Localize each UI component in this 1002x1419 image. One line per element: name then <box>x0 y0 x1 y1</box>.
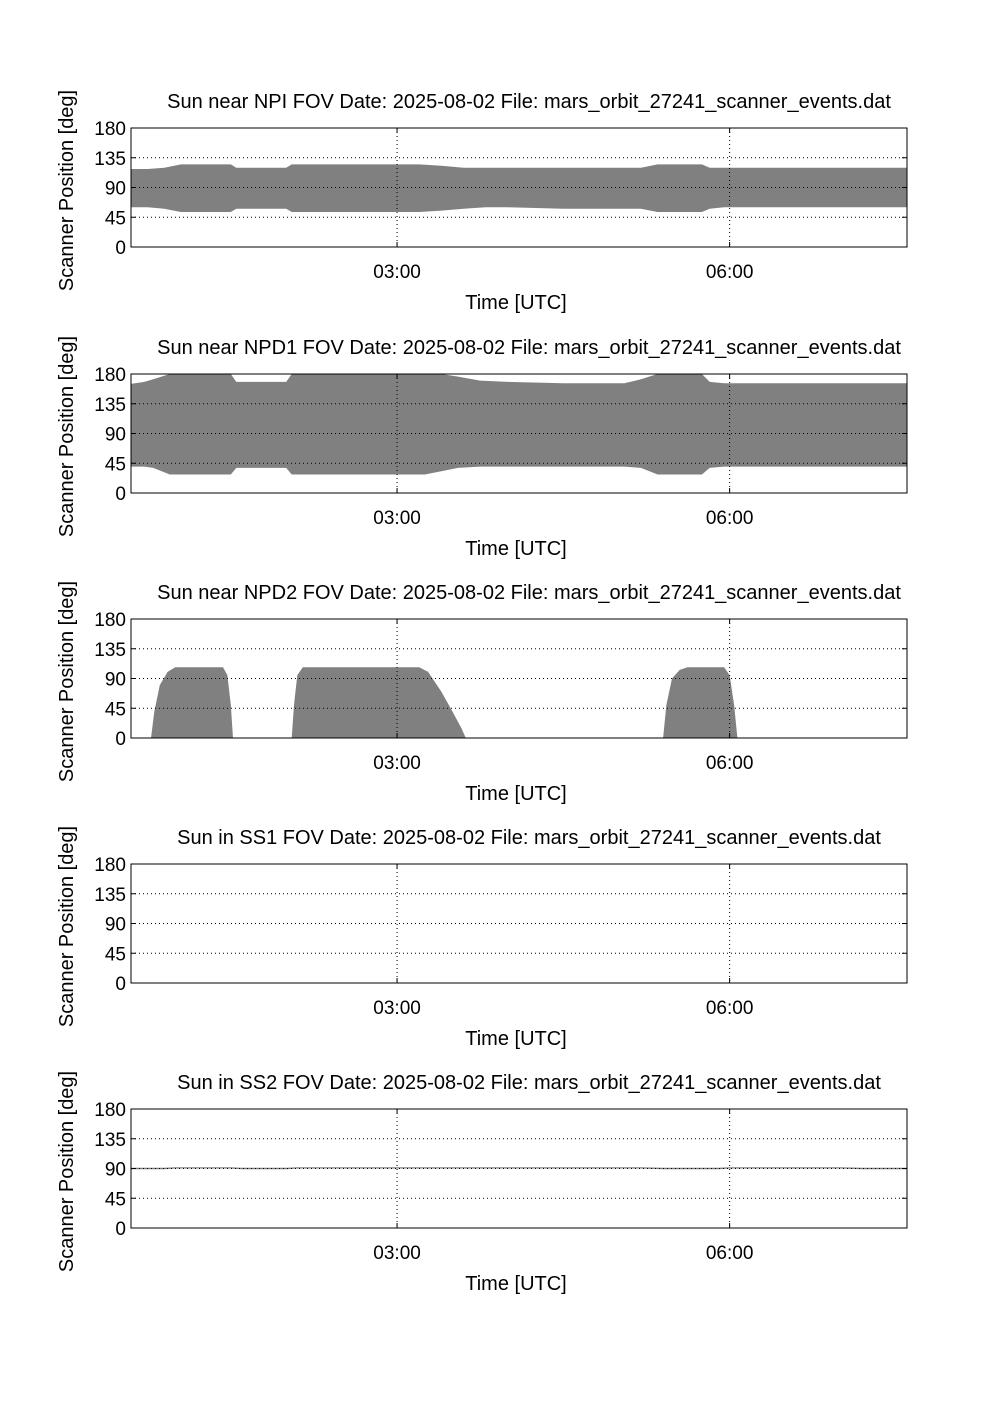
y-tick-label: 135 <box>94 640 126 661</box>
y-tick-label: 0 <box>115 238 126 259</box>
y-tick-label: 90 <box>105 915 126 936</box>
subplot-2: Sun near NPD1 FOV Date: 2025-08-02 File:… <box>56 336 908 560</box>
coverage-band <box>131 164 907 212</box>
subplot-1: Sun near NPI FOV Date: 2025-08-02 File: … <box>56 90 908 314</box>
y-tick-label: 180 <box>94 1100 126 1121</box>
coverage-band <box>663 667 738 738</box>
x-axis-label: Time [UTC] <box>465 1273 566 1295</box>
y-tick-label: 45 <box>105 944 126 965</box>
y-axis-label: Scanner Position [deg] <box>56 826 78 1027</box>
y-tick-label: 0 <box>115 484 126 505</box>
subplot-5: Sun in SS2 FOV Date: 2025-08-02 File: ma… <box>56 1071 908 1295</box>
y-axis-label: Scanner Position [deg] <box>56 1071 78 1272</box>
subplot-title: Sun near NPI FOV Date: 2025-08-02 File: … <box>167 91 891 113</box>
y-tick-label: 135 <box>94 1130 126 1151</box>
y-tick-label: 180 <box>94 365 126 386</box>
y-tick-label: 0 <box>115 729 126 750</box>
y-tick-label: 135 <box>94 149 126 170</box>
coverage-band <box>291 667 466 738</box>
y-tick-label: 0 <box>115 1219 126 1240</box>
subplot-title: Sun near NPD1 FOV Date: 2025-08-02 File:… <box>157 337 901 359</box>
x-tick-label: 06:00 <box>706 262 754 283</box>
y-tick-label: 135 <box>94 395 126 416</box>
coverage-band <box>151 667 233 738</box>
subplot-title: Sun in SS2 FOV Date: 2025-08-02 File: ma… <box>177 1072 881 1094</box>
subplot-4: Sun in SS1 FOV Date: 2025-08-02 File: ma… <box>56 826 908 1050</box>
y-tick-label: 45 <box>105 699 126 720</box>
x-tick-label: 06:00 <box>706 1243 754 1264</box>
subplot-3: Sun near NPD2 FOV Date: 2025-08-02 File:… <box>56 581 908 805</box>
x-tick-label: 06:00 <box>706 753 754 774</box>
y-tick-label: 90 <box>105 425 126 446</box>
subplot-title: Sun near NPD2 FOV Date: 2025-08-02 File:… <box>157 582 901 604</box>
y-tick-label: 180 <box>94 855 126 876</box>
x-tick-label: 03:00 <box>373 1243 421 1264</box>
x-tick-label: 03:00 <box>373 508 421 529</box>
x-axis-label: Time [UTC] <box>465 1028 566 1050</box>
y-tick-label: 45 <box>105 1189 126 1210</box>
x-tick-label: 03:00 <box>373 753 421 774</box>
x-tick-label: 03:00 <box>373 262 421 283</box>
y-axis-label: Scanner Position [deg] <box>56 336 78 537</box>
y-tick-label: 45 <box>105 208 126 229</box>
x-tick-label: 03:00 <box>373 998 421 1019</box>
x-axis-label: Time [UTC] <box>465 783 566 805</box>
y-tick-label: 180 <box>94 610 126 631</box>
y-tick-label: 90 <box>105 670 126 691</box>
y-tick-label: 90 <box>105 1160 126 1181</box>
y-tick-label: 90 <box>105 179 126 200</box>
x-tick-label: 06:00 <box>706 998 754 1019</box>
x-tick-label: 06:00 <box>706 508 754 529</box>
y-tick-label: 180 <box>94 119 126 140</box>
coverage-band <box>131 374 907 475</box>
y-tick-label: 0 <box>115 974 126 995</box>
y-tick-label: 45 <box>105 454 126 475</box>
x-axis-label: Time [UTC] <box>465 538 566 560</box>
subplot-title: Sun in SS1 FOV Date: 2025-08-02 File: ma… <box>177 827 881 849</box>
y-tick-label: 135 <box>94 885 126 906</box>
y-axis-label: Scanner Position [deg] <box>56 90 78 291</box>
x-axis-label: Time [UTC] <box>465 292 566 314</box>
y-axis-label: Scanner Position [deg] <box>56 581 78 782</box>
